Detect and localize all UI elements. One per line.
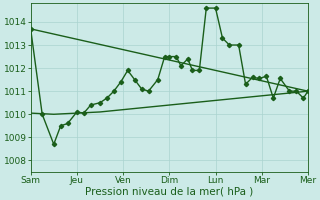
X-axis label: Pression niveau de la mer( hPa ): Pression niveau de la mer( hPa ) xyxy=(85,187,253,197)
